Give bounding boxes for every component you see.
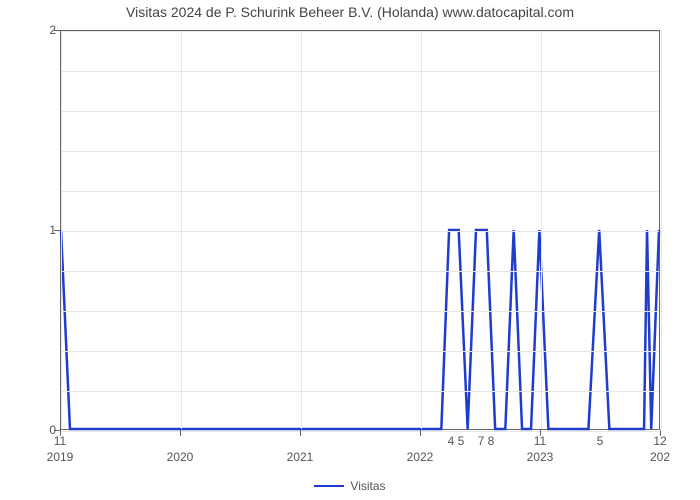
grid-v (541, 31, 542, 429)
chart-title: Visitas 2024 de P. Schurink Beheer B.V. … (0, 4, 700, 20)
x-month-label: 12 (653, 434, 666, 448)
grid-h (61, 31, 659, 32)
x-year-label: 2022 (407, 450, 434, 464)
y-tick (54, 230, 60, 231)
legend: Visitas (0, 474, 700, 493)
x-month-label: 5 (597, 434, 604, 448)
grid-v (661, 31, 662, 429)
series-line (61, 31, 659, 429)
x-tick (180, 430, 181, 436)
legend-item-visitas: Visitas (314, 479, 385, 493)
x-tick (300, 430, 301, 436)
grid-v (61, 31, 62, 429)
x-tick (60, 430, 61, 436)
grid-h-minor (61, 311, 659, 312)
grid-h (61, 231, 659, 232)
x-tick (420, 430, 421, 436)
x-year-label: 2020 (167, 450, 194, 464)
grid-v (301, 31, 302, 429)
grid-h-minor (61, 111, 659, 112)
x-year-label: 202 (650, 450, 670, 464)
x-month-label: 11 (534, 434, 546, 448)
x-month-label: 4 5 (448, 434, 465, 448)
x-year-label: 2023 (527, 450, 554, 464)
x-year-label: 2021 (287, 450, 314, 464)
grid-h (61, 431, 659, 432)
grid-h-minor (61, 151, 659, 152)
grid-h-minor (61, 71, 659, 72)
x-tick (660, 430, 661, 436)
plot-area (60, 30, 660, 430)
grid-v (181, 31, 182, 429)
x-tick (540, 430, 541, 436)
legend-swatch (314, 485, 344, 487)
y-tick (54, 30, 60, 31)
x-year-label: 2019 (47, 450, 74, 464)
grid-h-minor (61, 351, 659, 352)
grid-h-minor (61, 191, 659, 192)
x-month-label: 11 (54, 434, 66, 448)
x-month-label: 7 8 (478, 434, 495, 448)
grid-h-minor (61, 391, 659, 392)
grid-v (421, 31, 422, 429)
grid-h-minor (61, 271, 659, 272)
legend-label: Visitas (350, 479, 385, 493)
